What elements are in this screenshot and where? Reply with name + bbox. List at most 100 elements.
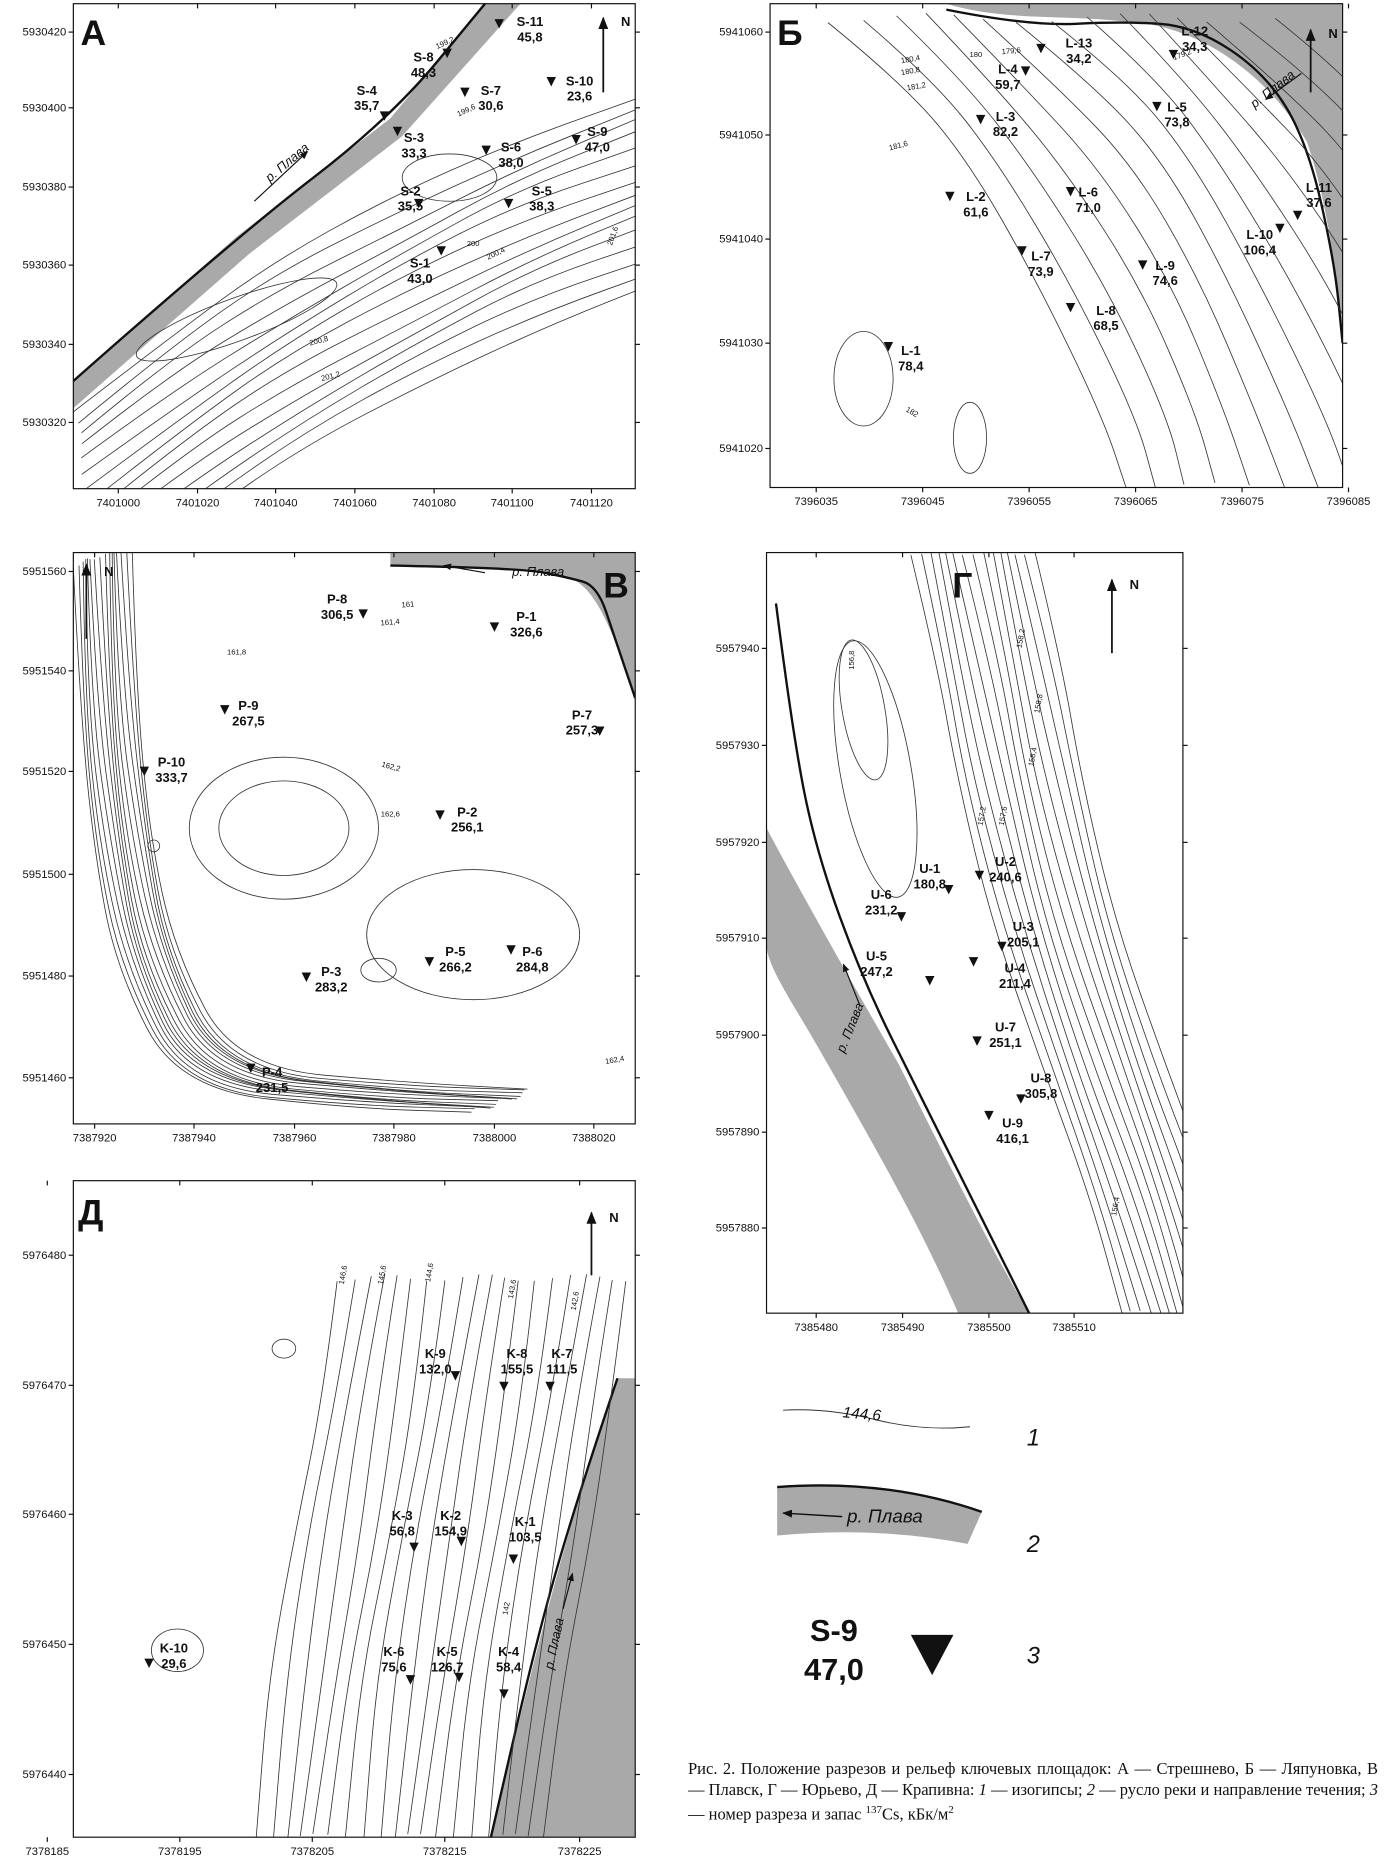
section-value: 33,3 (401, 145, 426, 160)
x-tick-label: 7385500 (967, 1322, 1011, 1334)
caption-number: 3 (1370, 1780, 1378, 1799)
x-tick-label: 7401080 (412, 497, 456, 509)
section-value: 211,4 (999, 976, 1032, 991)
section-marker (144, 1659, 153, 1668)
caption-text: — изогипсы; (987, 1780, 1087, 1799)
figure-caption: Рис. 2. Положение разрезов и рельеф ключ… (688, 1758, 1378, 1858)
river-label: р. Плава (261, 140, 311, 186)
contour-line (110, 551, 506, 1099)
section-value: 68,5 (1093, 318, 1118, 333)
x-tick-label: 7378215 (423, 1846, 467, 1858)
contour-label: 146,6 (337, 1265, 349, 1285)
contour-line (962, 555, 1177, 1314)
contour-line (95, 198, 654, 512)
section-id: K-10 (160, 1641, 188, 1656)
section-value: 306,5 (321, 607, 354, 622)
contour-label: 142,6 (569, 1291, 581, 1311)
section-marker (545, 1382, 554, 1391)
section-value: 267,5 (232, 713, 265, 728)
x-tick-label: 7396055 (1007, 496, 1051, 508)
section-id: U-6 (871, 887, 892, 902)
y-tick-label: 5957940 (716, 643, 760, 655)
section-marker (451, 1371, 460, 1380)
section-id: L-6 (1079, 185, 1099, 200)
y-tick-label: 5976440 (23, 1769, 67, 1781)
contour-line (273, 1280, 355, 1841)
section-marker (897, 912, 906, 921)
section-marker (984, 1111, 993, 1120)
section-value: 154,9 (434, 1524, 467, 1539)
section-marker (506, 945, 515, 954)
contour-label: 161,8 (227, 647, 246, 656)
section-value: 38,0 (498, 155, 523, 170)
section-value: 257,3 (566, 723, 599, 738)
contour-layer (73, 4, 1384, 1841)
contour-label: 180 (969, 50, 982, 59)
section-id: S-11 (517, 14, 544, 29)
contour-line (85, 176, 653, 489)
contour-label: 200,8 (308, 334, 329, 348)
contour-label: 161,4 (380, 617, 401, 628)
contour-loop (834, 331, 893, 426)
section-value: 73,9 (1028, 264, 1053, 279)
section-marker (972, 1036, 981, 1045)
y-tick-label: 5930320 (23, 417, 67, 429)
section-value: 58,4 (496, 1660, 522, 1675)
section-marker (997, 942, 1006, 951)
x-tick-label: 7388000 (473, 1133, 517, 1145)
section-id: K-5 (437, 1644, 458, 1659)
y-tick-label: 5951520 (23, 766, 67, 778)
section-value: 205,1 (1007, 934, 1040, 949)
caption-number: 1 (979, 1780, 987, 1799)
contour-label: 162,4 (604, 1054, 625, 1066)
contour-label: 162,6 (381, 809, 400, 818)
section-value: 326,6 (510, 625, 543, 640)
contour-line (313, 1275, 397, 1833)
caption-superscript: 137 (866, 1804, 883, 1816)
legend-number: 2 (1026, 1532, 1040, 1558)
section-value: 283,2 (315, 979, 348, 994)
y-tick-label: 5976480 (23, 1250, 67, 1262)
caption-number: 2 (1087, 1780, 1095, 1799)
contour-loop (953, 402, 986, 473)
contour-label: 162,2 (381, 760, 402, 774)
section-marker (1017, 246, 1026, 255)
caption-superscript: 2 (948, 1804, 954, 1816)
y-tick-label: 5951460 (23, 1072, 67, 1084)
panel-frame (73, 4, 635, 489)
section-id: L-10 (1246, 227, 1273, 242)
section-value: 43,0 (407, 271, 432, 286)
contour-label: 161 (401, 599, 415, 609)
contour-label: 142 (501, 1601, 512, 1615)
x-tick-label: 7396075 (1220, 496, 1264, 508)
section-marker (945, 192, 954, 201)
section-marker (460, 88, 469, 97)
y-tick-label: 5976470 (23, 1380, 67, 1392)
contour-label: 145,6 (376, 1265, 388, 1285)
contour-line (73, 568, 471, 1112)
section-value: 29,6 (161, 1656, 186, 1671)
x-tick-label: 7387940 (172, 1133, 216, 1145)
section-value: 416,1 (996, 1131, 1029, 1146)
section-marker (358, 609, 367, 618)
x-tick-label: 7401060 (333, 497, 377, 509)
contour-line (98, 208, 654, 522)
section-value: 75,6 (381, 1660, 406, 1675)
contour-line (82, 130, 639, 443)
legend-contour-label: 144,6 (842, 1404, 882, 1424)
y-tick-label: 5957920 (716, 837, 760, 849)
section-id: U-7 (995, 1020, 1016, 1035)
section-id: P-9 (238, 698, 258, 713)
y-tick-label: 5930400 (23, 102, 67, 114)
section-id: L-11 (1306, 180, 1332, 195)
section-id: L-2 (966, 189, 986, 204)
north-label: N (1328, 26, 1337, 41)
contour-label: 181,2 (906, 80, 926, 92)
section-value: 38,3 (529, 199, 554, 214)
section-id: P-5 (445, 944, 465, 959)
contour-label: 156,4 (1109, 1195, 1121, 1216)
section-id: P-2 (457, 804, 477, 819)
contour-line (328, 1279, 411, 1835)
north-label: N (609, 1210, 618, 1225)
contour-label: 157,6 (997, 806, 1009, 826)
